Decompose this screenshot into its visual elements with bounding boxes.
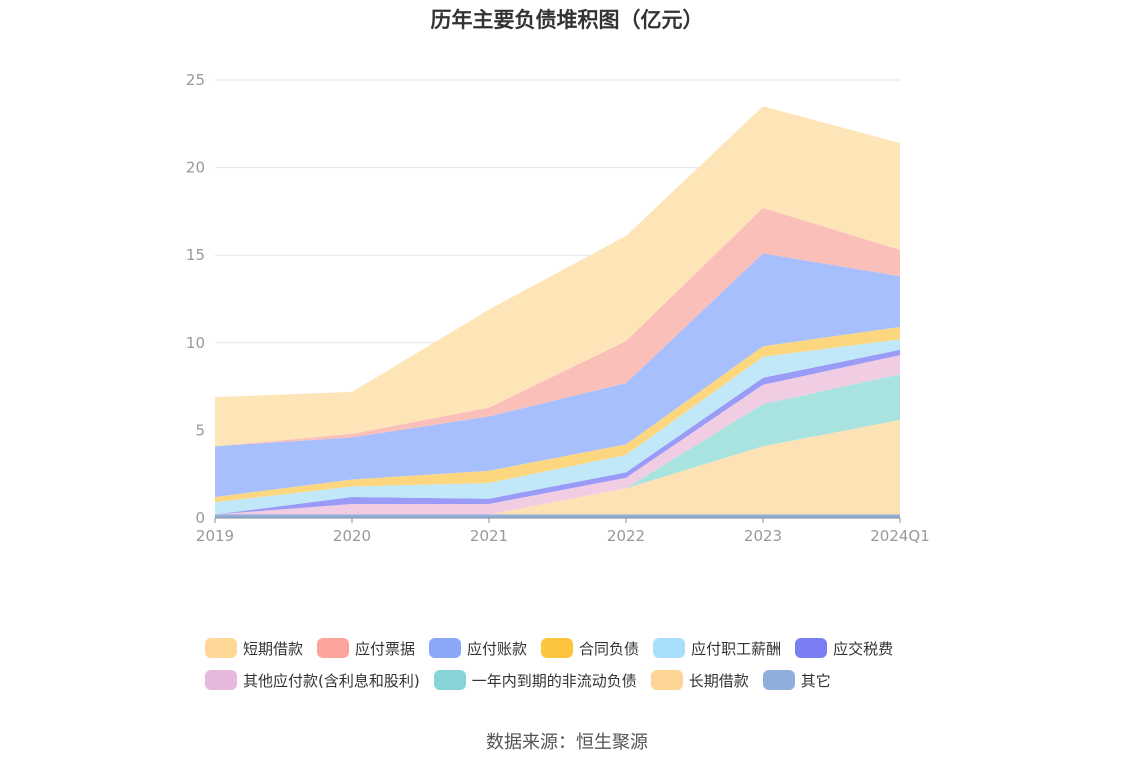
legend-swatch <box>762 670 795 690</box>
legend-label: 其他应付款(含利息和股利) <box>243 671 420 690</box>
legend-swatch <box>433 670 466 690</box>
legend-swatch <box>541 638 574 658</box>
data-source: 数据来源：恒生聚源 <box>486 732 648 753</box>
legend-label: 短期借款 <box>243 639 304 658</box>
chart-title: 历年主要负债堆积图（亿元） <box>430 8 704 32</box>
legend-label: 合同负债 <box>579 639 640 658</box>
legend-swatch <box>795 638 828 658</box>
legend: 短期借款 应付票据 应付账款 合同负债 应付职工薪酬 应交税费 其他应付款(含利息和股利)… <box>205 632 965 696</box>
legend-row: 其他应付款(含利息和股利) 一年内到期的非流动负债 长期借款 其它 <box>205 664 965 696</box>
x-tick-label: 2023 <box>744 527 782 545</box>
legend-item[interactable]: 应付职工薪酬 <box>653 638 781 659</box>
y-tick-label: 0 <box>195 509 205 527</box>
legend-item[interactable]: 一年内到期的非流动负债 <box>433 670 637 691</box>
area-应付票据 <box>215 207 900 447</box>
legend-label: 应交税费 <box>833 639 894 658</box>
legend-swatch <box>429 638 462 658</box>
legend-label: 长期借款 <box>688 671 749 690</box>
legend-label: 应付职工薪酬 <box>691 639 782 658</box>
legend-swatch <box>317 638 350 658</box>
area-合同负债 <box>215 327 900 503</box>
legend-label: 应付账款 <box>467 639 528 658</box>
area-其它 <box>215 514 900 518</box>
legend-label: 应付票据 <box>355 639 416 658</box>
x-tick-label: 2021 <box>470 527 508 545</box>
legend-label: 其它 <box>800 671 831 690</box>
legend-item[interactable]: 其他应付款(含利息和股利) <box>205 670 420 691</box>
legend-item[interactable]: 短期借款 <box>205 638 303 659</box>
area-应付职工薪酬 <box>215 339 900 515</box>
legend-item[interactable]: 应付票据 <box>317 638 415 659</box>
y-tick-label: 15 <box>186 246 205 264</box>
y-tick-label: 10 <box>186 334 205 352</box>
legend-swatch <box>205 638 237 658</box>
area-应交税费 <box>215 349 900 515</box>
y-tick-label: 5 <box>195 421 205 439</box>
legend-swatch <box>205 670 237 690</box>
legend-item[interactable]: 其它 <box>762 670 831 691</box>
area-短期借款 <box>215 106 900 447</box>
legend-item[interactable]: 长期借款 <box>650 670 749 691</box>
area-应付账款 <box>215 253 900 497</box>
x-tick-label: 2019 <box>196 527 234 545</box>
stacked-area-chart: 0 5 10 15 20 25 2019 2020 2021 2022 2023 2024Q1 <box>186 71 930 545</box>
y-tick-label: 25 <box>186 71 205 89</box>
area-一年内到期的非流动负债 <box>215 374 900 515</box>
area-其他应付款(含利息和股利) <box>215 355 900 515</box>
y-tick-label: 20 <box>186 159 205 177</box>
x-tick-label: 2024Q1 <box>870 527 930 545</box>
legend-label: 一年内到期的非流动负债 <box>471 671 637 690</box>
area-series <box>215 106 900 518</box>
legend-row: 短期借款 应付票据 应付账款 合同负债 应付职工薪酬 应交税费 <box>205 632 965 664</box>
x-tick-label: 2020 <box>333 527 371 545</box>
area-长期借款 <box>215 419 900 515</box>
legend-item[interactable]: 应交税费 <box>795 638 893 659</box>
legend-item[interactable]: 应付账款 <box>429 638 527 659</box>
legend-swatch <box>653 638 686 658</box>
x-tick-label: 2022 <box>607 527 645 545</box>
axes: 0 5 10 15 20 25 2019 2020 2021 2022 2023 2024Q1 <box>186 71 930 545</box>
legend-swatch <box>650 670 683 690</box>
legend-item[interactable]: 合同负债 <box>541 638 639 659</box>
